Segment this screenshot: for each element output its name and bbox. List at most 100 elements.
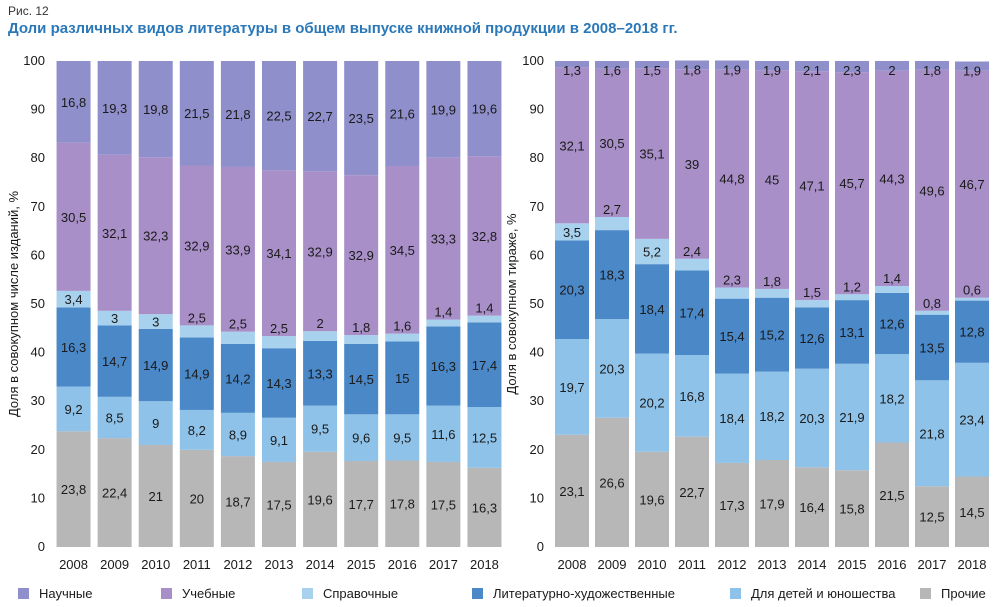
bar-segment bbox=[426, 405, 461, 462]
data-label: 0,6 bbox=[963, 283, 981, 298]
bar-segment bbox=[385, 414, 420, 461]
data-label: 32,1 bbox=[102, 226, 127, 241]
data-label: 12,6 bbox=[799, 331, 824, 346]
data-label: 1,4 bbox=[434, 305, 452, 320]
x-tick-label: 2014 bbox=[306, 557, 335, 572]
bar-segment bbox=[426, 319, 461, 327]
data-label: 23,4 bbox=[959, 413, 984, 428]
legend: Научные Учебные Справочные Литературно-х… bbox=[18, 583, 993, 603]
bar-segment bbox=[385, 460, 420, 547]
data-label: 22,5 bbox=[266, 109, 291, 124]
bar-segment bbox=[915, 314, 949, 381]
data-label: 9,5 bbox=[311, 422, 329, 437]
data-label: 18,7 bbox=[225, 495, 250, 510]
data-label: 19,8 bbox=[143, 102, 168, 117]
bar-segment bbox=[915, 61, 949, 70]
legend-item-reference: Справочные bbox=[302, 583, 398, 603]
x-tick-label: 2010 bbox=[638, 557, 667, 572]
bar-segment bbox=[56, 142, 91, 291]
data-label: 15,4 bbox=[719, 329, 744, 344]
data-label: 30,5 bbox=[61, 210, 86, 225]
data-label: 2 bbox=[888, 63, 895, 78]
x-tick-label: 2011 bbox=[678, 557, 706, 572]
data-label: 14,9 bbox=[143, 358, 168, 373]
bar-segment bbox=[97, 325, 132, 397]
data-label: 12,5 bbox=[472, 430, 497, 445]
bar-segment bbox=[755, 288, 789, 298]
x-tick-label: 2009 bbox=[598, 557, 627, 572]
legend-swatch bbox=[472, 587, 483, 599]
legend-swatch bbox=[161, 587, 172, 599]
bar-segment bbox=[955, 70, 989, 298]
data-label: 2 bbox=[316, 316, 323, 331]
bar-segment bbox=[138, 401, 173, 445]
data-label: 22,7 bbox=[679, 485, 704, 500]
bar-segment bbox=[795, 467, 829, 547]
bar-segment bbox=[303, 405, 338, 452]
bar-segment bbox=[344, 460, 379, 547]
data-label: 17,4 bbox=[472, 358, 497, 373]
data-label: 15,2 bbox=[759, 328, 784, 343]
data-label: 2,3 bbox=[843, 63, 861, 78]
bar-segment bbox=[262, 170, 296, 337]
y-tick-label: 10 bbox=[530, 490, 544, 505]
bar-segment bbox=[955, 297, 989, 301]
y-axis-title: Доля в совокупном тираже, % bbox=[504, 213, 519, 395]
bar-segment bbox=[955, 362, 989, 477]
bar-segment bbox=[56, 431, 91, 547]
bar-segment bbox=[303, 331, 338, 341]
data-label: 20,3 bbox=[559, 283, 584, 298]
data-label: 23,1 bbox=[559, 484, 584, 499]
data-label: 5,2 bbox=[643, 245, 661, 260]
bar-segment bbox=[344, 335, 379, 344]
data-label: 1,9 bbox=[763, 63, 781, 78]
x-tick-label: 2010 bbox=[141, 557, 170, 572]
bar-segment bbox=[555, 61, 589, 68]
bar-segment bbox=[715, 287, 749, 299]
y-tick-label: 100 bbox=[522, 53, 544, 68]
data-label: 19,6 bbox=[639, 492, 664, 507]
data-label: 19,6 bbox=[307, 492, 332, 507]
bar-segment bbox=[755, 371, 789, 461]
bar-segment bbox=[467, 315, 502, 323]
bar-segment bbox=[138, 444, 173, 547]
legend-label: Прочие bbox=[941, 585, 986, 601]
y-tick-label: 20 bbox=[31, 442, 45, 457]
bar-segment bbox=[835, 300, 869, 364]
bar-segment bbox=[555, 338, 589, 435]
data-label: 45 bbox=[765, 173, 779, 188]
data-label: 8,5 bbox=[106, 410, 124, 425]
bar-segment bbox=[635, 68, 669, 239]
data-label: 23,8 bbox=[61, 482, 86, 497]
bar-segment bbox=[915, 310, 949, 315]
data-label: 19,9 bbox=[431, 102, 456, 117]
bar-segment bbox=[138, 328, 173, 402]
data-label: 20,3 bbox=[799, 411, 824, 426]
data-label: 12,8 bbox=[959, 325, 984, 340]
data-label: 1,3 bbox=[563, 63, 581, 78]
x-tick-label: 2015 bbox=[838, 557, 867, 572]
data-label: 20,2 bbox=[639, 396, 664, 411]
data-label: 0,8 bbox=[923, 296, 941, 311]
data-label: 16,8 bbox=[61, 95, 86, 110]
bar-segment bbox=[835, 294, 869, 301]
data-label: 14,7 bbox=[102, 354, 127, 369]
data-label: 3,5 bbox=[563, 225, 581, 240]
bar-segment bbox=[262, 336, 296, 349]
bar-segment bbox=[385, 61, 420, 166]
y-tick-label: 90 bbox=[31, 102, 45, 117]
data-label: 47,1 bbox=[799, 179, 824, 194]
bar-segment bbox=[262, 348, 296, 418]
y-tick-label: 60 bbox=[530, 247, 544, 262]
bar-segment bbox=[635, 61, 669, 69]
y-tick-label: 80 bbox=[530, 150, 544, 165]
data-label: 49,6 bbox=[919, 183, 944, 198]
data-label: 16,3 bbox=[431, 359, 456, 374]
data-label: 21,8 bbox=[919, 426, 944, 441]
x-tick-label: 2012 bbox=[223, 557, 252, 572]
data-label: 2,5 bbox=[229, 317, 247, 332]
bar-segment bbox=[715, 462, 749, 547]
y-tick-label: 10 bbox=[31, 490, 45, 505]
legend-swatch bbox=[730, 587, 741, 599]
bar-segment bbox=[795, 300, 829, 308]
